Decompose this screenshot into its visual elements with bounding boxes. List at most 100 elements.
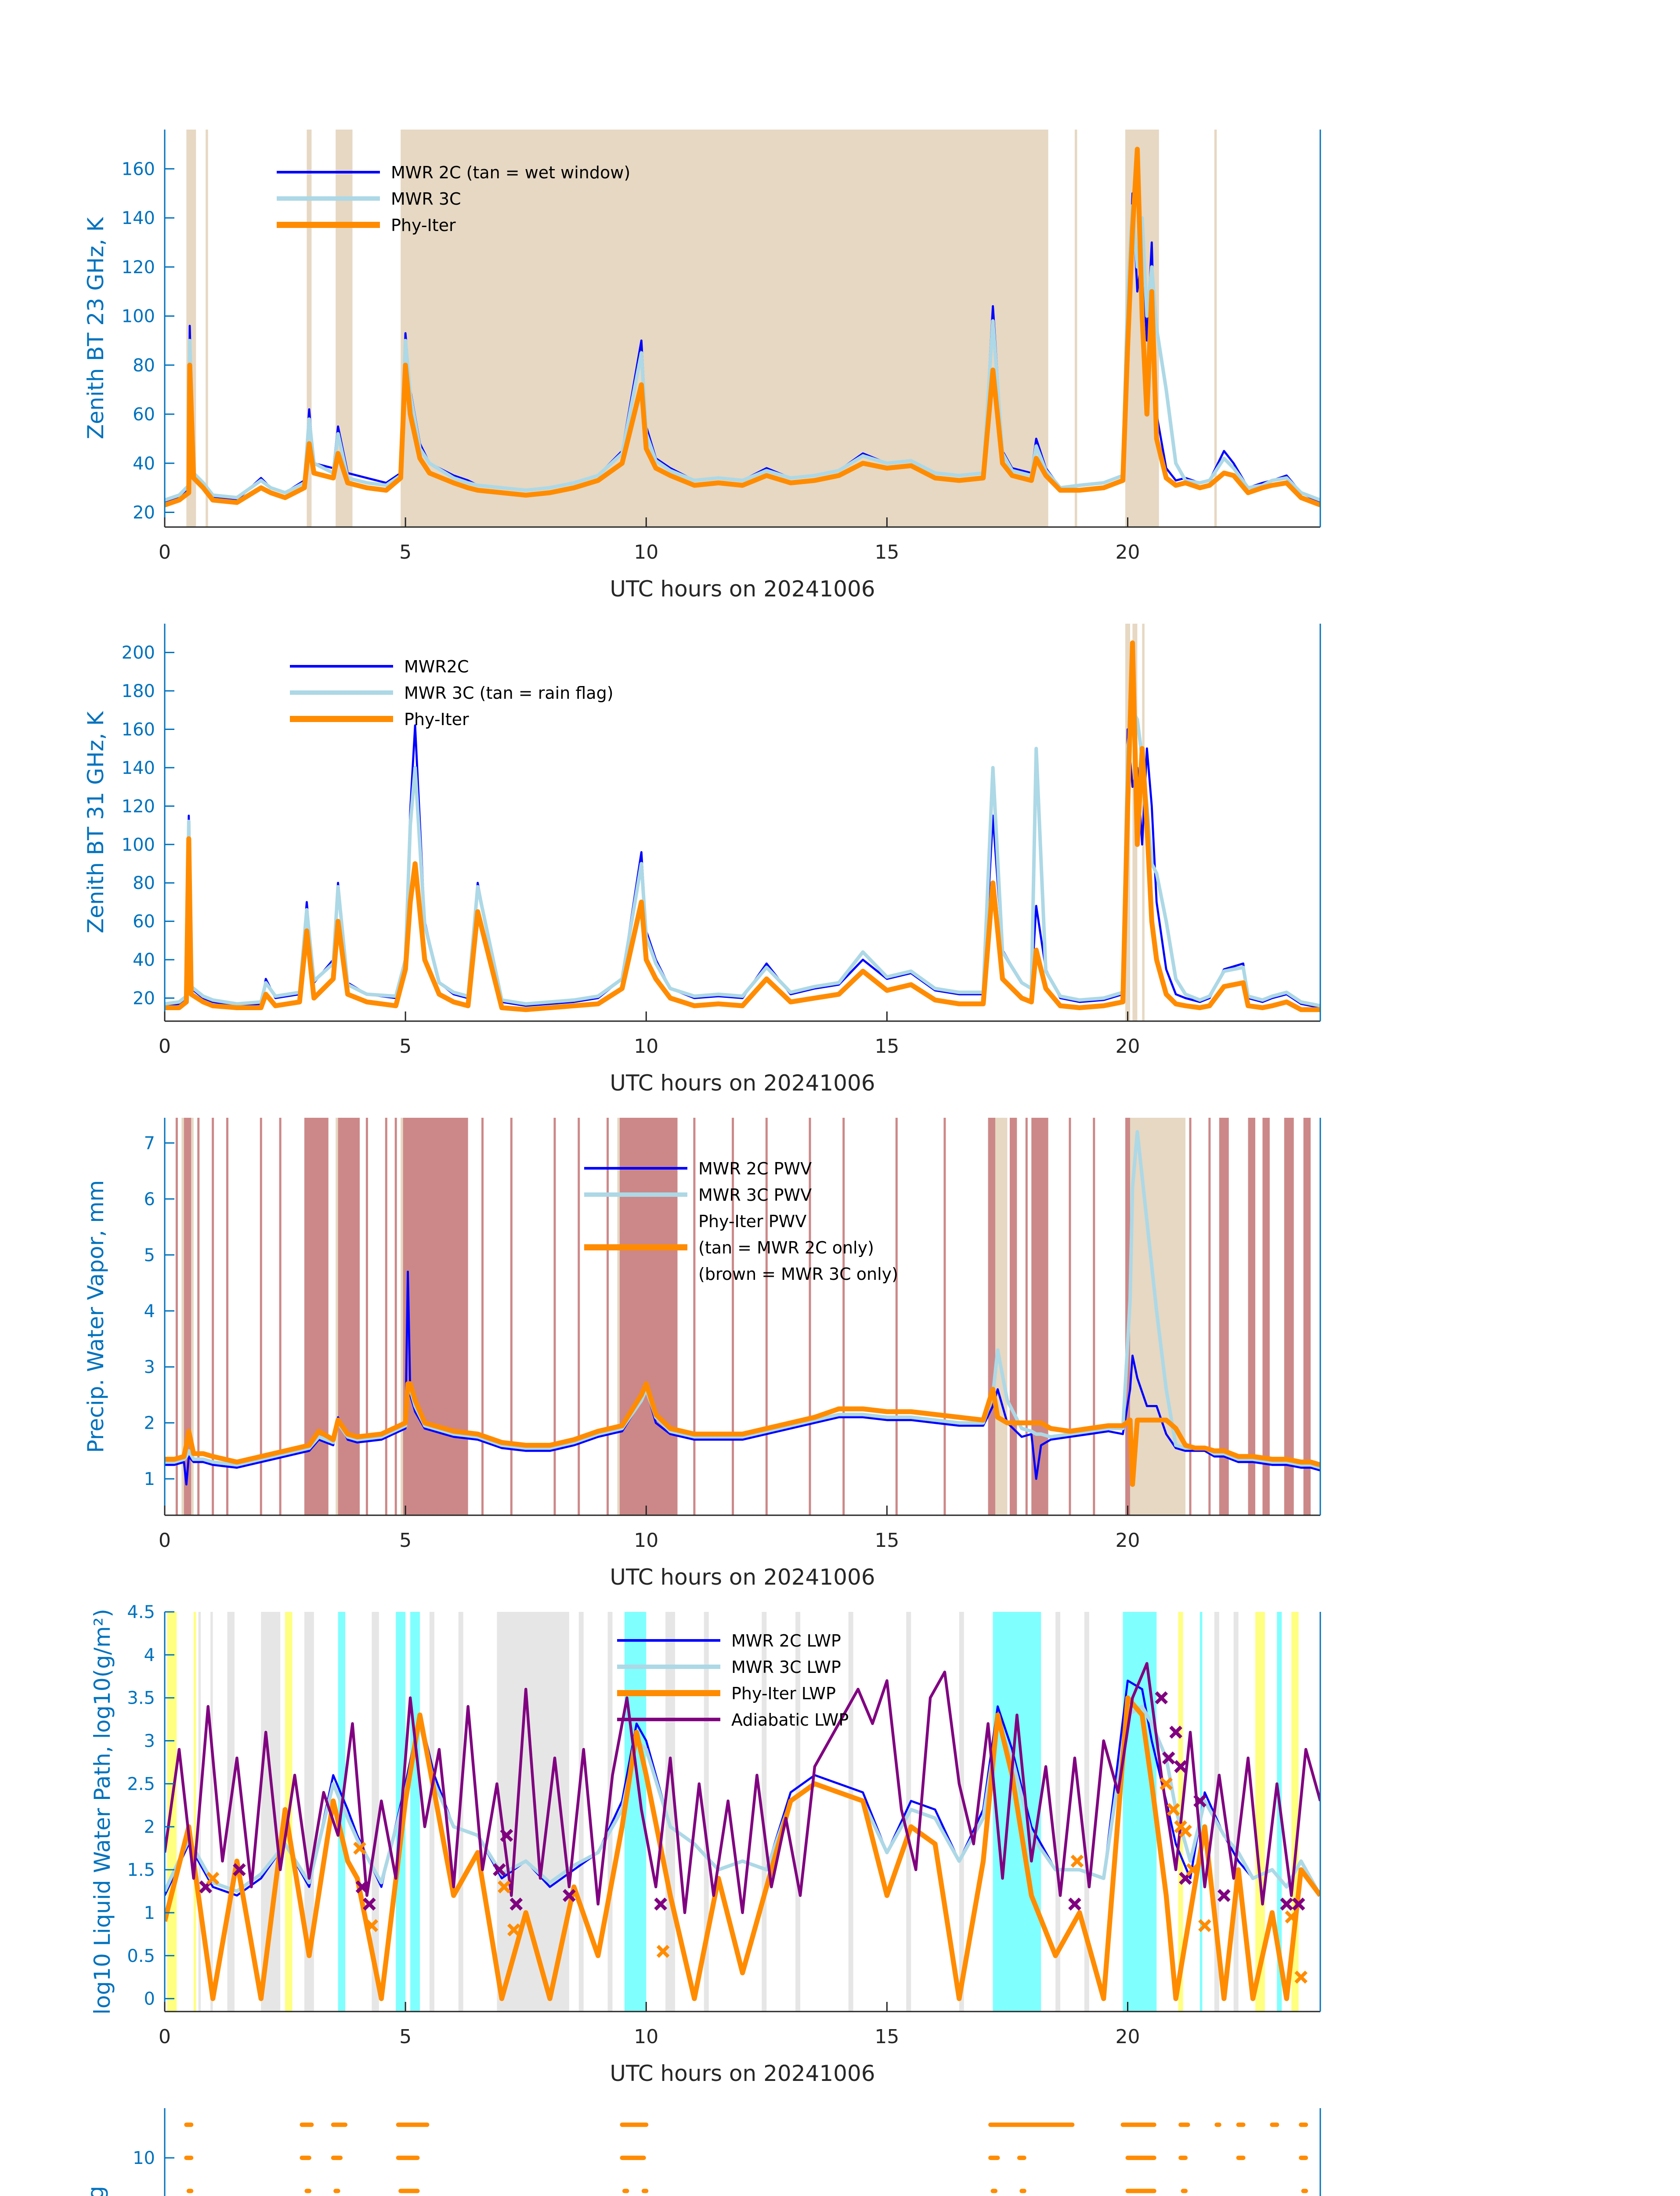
y-tick-label: 120 bbox=[122, 796, 155, 816]
y-tick-label: 120 bbox=[122, 257, 155, 278]
marker-x bbox=[363, 1897, 376, 1911]
series-line-mwr-3c-tan-rain-flag- bbox=[165, 708, 1320, 1008]
marker-x bbox=[1070, 1854, 1084, 1868]
y-tick-label: 0 bbox=[144, 1989, 155, 2009]
marker-x bbox=[500, 1828, 513, 1842]
y-tick-label: 2 bbox=[144, 1817, 155, 1837]
shaded-region bbox=[181, 1118, 187, 1515]
shaded-region bbox=[1084, 1612, 1089, 2012]
y-tick-label: 3 bbox=[144, 1731, 155, 1752]
shaded-region bbox=[578, 1612, 584, 2012]
shaded-region bbox=[1233, 1612, 1239, 2012]
shaded-region bbox=[191, 1118, 194, 1515]
shaded-region bbox=[261, 1612, 281, 2012]
legend-label: MWR2C bbox=[404, 657, 469, 676]
shaded-region bbox=[1303, 1118, 1311, 1515]
marker-x bbox=[509, 1897, 523, 1911]
plot-area bbox=[165, 624, 1320, 1021]
y-tick-label: 40 bbox=[133, 454, 155, 474]
legend-label: MWR 2C PWV bbox=[698, 1159, 812, 1178]
shaded-region bbox=[704, 1612, 709, 2012]
x-axis-label: UTC hours on 20241006 bbox=[610, 2061, 875, 2086]
y-axis-label: log10 Liquid Water Path, log10(g/m²) bbox=[90, 1609, 115, 2015]
shaded-region bbox=[619, 1118, 678, 1515]
y-tick-label: 10 bbox=[133, 2148, 155, 2168]
x-tick-label: 20 bbox=[1116, 2026, 1140, 2048]
shaded-region bbox=[1262, 1118, 1270, 1515]
y-tick-label: 1 bbox=[144, 1469, 155, 1489]
x-axis-label: UTC hours on 20241006 bbox=[610, 576, 875, 602]
y-axis-label: Zenith BT 31 GHz, K bbox=[83, 711, 108, 933]
y-tick-label: 3.5 bbox=[127, 1688, 155, 1708]
shaded-region bbox=[1248, 1118, 1256, 1515]
panel-bt31: 0 5 10 15 20 20 40 60 80 100 120 140 160 180 200 UTC ho… bbox=[83, 624, 1321, 1096]
x-tick-label: 0 bbox=[159, 1529, 171, 1552]
y-tick-label: 160 bbox=[122, 159, 155, 179]
y-tick-label: 180 bbox=[122, 681, 155, 701]
marker-x bbox=[1198, 1919, 1211, 1932]
y-tick-label: 7 bbox=[144, 1133, 155, 1153]
y-tick-label: 80 bbox=[133, 355, 155, 376]
y-tick-label: 100 bbox=[122, 307, 155, 327]
shaded-region bbox=[304, 1118, 329, 1515]
legend-label: Phy-Iter PWV bbox=[698, 1212, 806, 1231]
panel-bt23: 0 5 10 15 20 20 40 60 80 100 120 140 160 UTC hours on… bbox=[83, 130, 1321, 602]
x-axis-label: UTC hours on 20241006 bbox=[610, 1564, 875, 1590]
y-tick-label: 3 bbox=[144, 1357, 155, 1377]
marker-x bbox=[233, 1863, 246, 1876]
x-tick-label: 10 bbox=[634, 2026, 658, 2048]
shaded-region bbox=[304, 1612, 314, 2012]
legend-label: MWR 3C LWP bbox=[731, 1658, 841, 1677]
shaded-region bbox=[1284, 1118, 1294, 1515]
x-tick-label: 15 bbox=[874, 2026, 899, 2048]
legend-label: (tan = MWR 2C only) bbox=[698, 1238, 874, 1257]
x-tick-label: 5 bbox=[399, 541, 412, 563]
marker-x bbox=[654, 1897, 667, 1911]
legend-label: MWR 3C PWV bbox=[698, 1185, 812, 1205]
y-tick-label: 20 bbox=[133, 502, 155, 523]
shaded-region bbox=[1074, 130, 1077, 527]
shaded-region bbox=[1214, 130, 1217, 527]
shaded-region bbox=[607, 1612, 613, 2012]
legend-label: MWR 3C bbox=[391, 189, 461, 209]
x-tick-label: 10 bbox=[634, 1529, 658, 1552]
panel-pwv: 0 5 10 15 20 1 2 3 4 5 6 7 UTC hours on 20241006 Prec… bbox=[83, 1118, 1321, 1590]
x-tick-label: 20 bbox=[1116, 1529, 1140, 1552]
legend-label: Phy-Iter bbox=[391, 216, 456, 235]
marker-x bbox=[1294, 1970, 1308, 1984]
y-tick-label: 40 bbox=[133, 950, 155, 970]
y-tick-label: 4.5 bbox=[127, 1602, 155, 1622]
x-tick-label: 15 bbox=[874, 1529, 899, 1552]
marker-x bbox=[1068, 1897, 1081, 1911]
legend-label: MWR 2C (tan = wet window) bbox=[391, 163, 630, 182]
marker-x bbox=[1174, 1760, 1187, 1773]
x-tick-label: 15 bbox=[874, 1035, 899, 1058]
shaded-region bbox=[1009, 1118, 1017, 1515]
marker-x bbox=[365, 1919, 379, 1932]
marker-x bbox=[1155, 1691, 1168, 1705]
legend-label: Phy-Iter LWP bbox=[731, 1684, 836, 1703]
shaded-region bbox=[167, 1612, 177, 2012]
legend-label: (brown = MWR 3C only) bbox=[698, 1264, 898, 1284]
shaded-region bbox=[338, 1118, 360, 1515]
y-axis-label: Zenith BT 23 GHz, K bbox=[83, 217, 108, 439]
y-tick-label: 20 bbox=[133, 989, 155, 1009]
x-tick-label: 0 bbox=[159, 541, 171, 563]
x-tick-label: 5 bbox=[399, 2026, 412, 2048]
shaded-region bbox=[206, 130, 208, 527]
x-axis-label: UTC hours on 20241006 bbox=[610, 1070, 875, 1096]
marker-x bbox=[1193, 1794, 1207, 1808]
y-tick-label: 0.5 bbox=[127, 1946, 155, 1966]
x-tick-label: 15 bbox=[874, 541, 899, 563]
y-tick-label: 160 bbox=[122, 719, 155, 740]
y-axis-label: Precip. Water Vapor, mm bbox=[83, 1180, 108, 1453]
shaded-region bbox=[848, 1612, 853, 2012]
x-tick-label: 20 bbox=[1116, 1035, 1140, 1058]
shaded-region bbox=[210, 1612, 213, 2012]
marker-x bbox=[1160, 1777, 1173, 1791]
marker-x bbox=[355, 1880, 369, 1894]
shaded-region bbox=[1123, 1612, 1157, 2012]
shaded-region bbox=[193, 1612, 196, 2012]
legend-label: Adiabatic LWP bbox=[731, 1710, 849, 1730]
